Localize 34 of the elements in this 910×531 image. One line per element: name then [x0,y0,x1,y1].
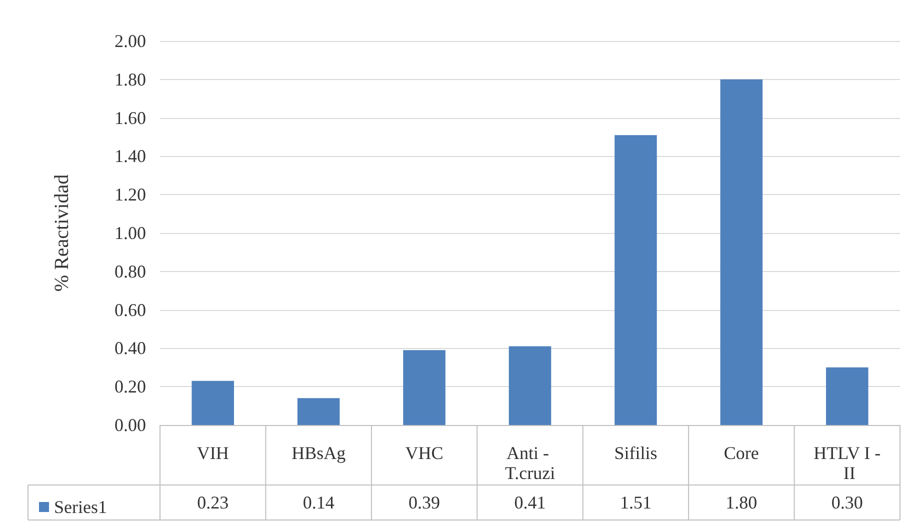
x-tick-label: Sifilis [614,443,658,463]
bar [297,398,340,425]
x-tick-label: Anti - T.cruzi [504,443,556,483]
x-tick-label: HTLV I - II [814,443,881,483]
y-tick-label: 1.00 [114,223,146,243]
x-tick-label: HBsAg [292,443,346,463]
bar [192,380,234,425]
x-tick-label: VIH [196,443,229,463]
legend-label: Series1 [54,497,107,517]
x-tick-label: Core [724,443,759,463]
bar [403,350,446,425]
y-tick-label: 0.20 [114,376,146,397]
bar [826,367,868,425]
y-tick-label: 1.60 [114,108,146,128]
data-label: 0.23 [197,492,229,512]
y-tick-label: 2.00 [114,31,146,51]
y-tick-label: 0.80 [114,261,146,282]
data-label: 0.14 [302,492,334,512]
y-tick-label: 1.80 [114,69,146,90]
y-tick-label: 0.00 [114,415,146,435]
data-label: 0.41 [514,492,546,512]
y-tick-label: 0.40 [114,338,146,358]
y-tick-label: 0.60 [114,300,146,320]
data-label: 1.51 [620,492,652,512]
bar [614,135,657,425]
y-tick-label: 1.40 [114,146,146,166]
y-axis-title: % Reactividad [51,174,73,292]
bar [508,346,552,425]
bar [720,79,763,425]
data-label: 1.80 [726,492,758,512]
x-tick-label: VHC [405,443,444,463]
y-tick-label: 1.20 [114,184,146,205]
data-label: 0.30 [831,492,863,512]
data-label: 0.39 [408,492,440,512]
